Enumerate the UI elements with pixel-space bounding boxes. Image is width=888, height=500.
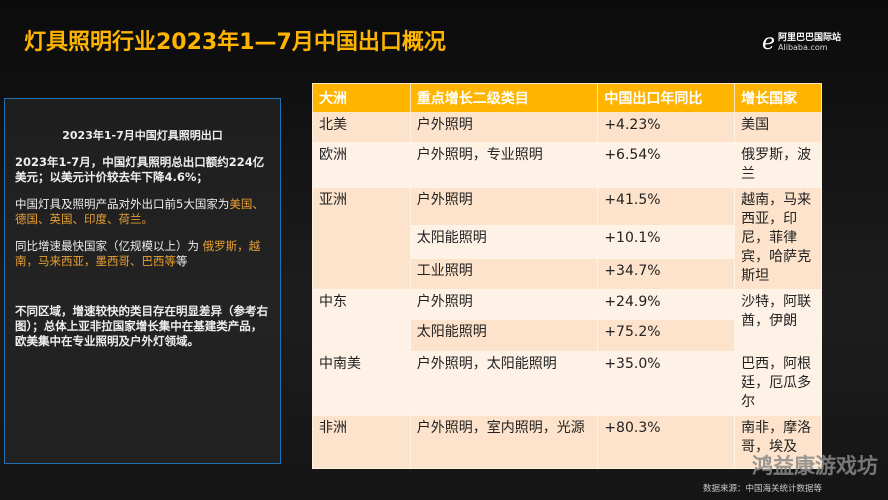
data-source: 数据来源：中国海关统计数据等 <box>703 484 823 494</box>
countries-cell: 沙特，阿联酋，伊朗 <box>734 289 822 352</box>
countries-cell: 巴西，阿根廷，厄瓜多尔 <box>734 351 822 416</box>
growth-cell: +41.5% <box>597 187 736 226</box>
region-cell: 北美 <box>312 112 411 143</box>
alibaba-logo: e 阿里巴巴国际站 Alibaba.com <box>762 32 841 54</box>
countries-cell: 越南，马来西亚，印尼，菲律宾，哈萨克斯坦 <box>734 187 822 290</box>
logo-en: Alibaba.com <box>778 43 828 52</box>
alibaba-e-icon: e <box>762 30 776 55</box>
growth-cell: +24.9% <box>597 289 736 320</box>
page-title: 灯具照明行业2023年1—7月中国出口概况 <box>24 30 446 55</box>
category-cell: 户外照明，专业照明 <box>409 142 599 188</box>
growth-cell: +10.1% <box>597 224 736 259</box>
table-row: 工业照明 +34.7% <box>313 257 822 291</box>
panel-p2: 中国灯具及照明产品对外出口前5大国家为美国、德国、英国、印度、荷兰。 <box>15 197 270 227</box>
growth-cell: +4.23% <box>597 112 736 143</box>
region-cell: 中南美 <box>312 351 411 416</box>
column-header: 增长国家 <box>734 83 822 113</box>
growth-cell: +6.54% <box>597 142 736 188</box>
p3-text: 同比增速最快国家（亿规模以上）为 <box>15 239 203 253</box>
growth-cell: +80.3% <box>597 415 736 469</box>
growth-cell: +75.2% <box>597 319 736 352</box>
category-cell: 工业照明 <box>409 257 599 291</box>
column-header: 重点增长二级类目 <box>409 83 599 113</box>
panel-p1: 2023年1-7月，中国灯具照明总出口额约224亿美元；以美元计价较去年下降4.… <box>15 155 265 184</box>
region-cell: 欧洲 <box>312 142 411 188</box>
table-row: 非洲 户外照明，室内照明，光源 +80.3% 南非，摩洛哥，埃及 <box>312 415 822 469</box>
column-header: 中国出口年同比 <box>597 83 736 113</box>
table-row: 太阳能照明 +10.1% <box>313 224 822 259</box>
table-row: 中东 户外照明 +24.9% 沙特，阿联酋，伊朗 <box>312 289 822 352</box>
category-cell: 太阳能照明 <box>409 224 599 259</box>
p2-highlight: 美国、德国、英国、印度、荷兰。 <box>15 197 264 226</box>
export-table: 大洲 重点增长二级类目 中国出口年同比 增长国家 北美 户外照明 +4.23% 美国 欧洲 户外… <box>312 83 822 469</box>
p3-highlight: 俄罗斯，越南，马来西亚，墨西哥、巴西等 <box>15 239 261 268</box>
growth-cell: +34.7% <box>597 257 736 291</box>
region-cell: 非洲 <box>312 415 411 469</box>
summary-panel: 2023年1-7月中国灯具照明出口 2023年1-7月，中国灯具照明总出口额约2… <box>4 98 281 464</box>
logo-cn: 阿里巴巴国际站 <box>778 33 842 43</box>
category-cell: 户外照明 <box>409 112 599 143</box>
p2-text: 中国灯具及照明产品对外出口前5大国家为 <box>15 197 230 211</box>
table-row: 欧洲 户外照明，专业照明 +6.54% 俄罗斯，波兰 <box>312 142 822 188</box>
column-header: 大洲 <box>312 83 411 113</box>
category-cell: 户外照明，室内照明，光源 <box>409 415 599 469</box>
region-cell: 中东 <box>312 289 411 352</box>
panel-p3: 同比增速最快国家（亿规模以上）为 俄罗斯，越南，马来西亚，墨西哥、巴西等等 <box>15 239 270 269</box>
category-cell: 户外照明 <box>409 187 599 226</box>
countries-cell: 俄罗斯，波兰 <box>734 142 822 188</box>
watermark: 鸿益康游戏坊 <box>752 454 878 478</box>
countries-cell: 美国 <box>734 112 822 143</box>
table-row: 北美 户外照明 +4.23% 美国 <box>312 112 822 143</box>
countries-cell: 南非，摩洛哥，埃及 <box>734 415 822 469</box>
region-cell: 亚洲 <box>312 187 411 290</box>
table-row: 亚洲 户外照明 +41.5% 越南，马来西亚，印尼，菲律宾，哈萨克斯坦 <box>312 187 822 290</box>
growth-cell: +35.0% <box>597 351 736 416</box>
category-cell: 户外照明 <box>409 289 599 320</box>
table-row: 太阳能照明 +75.2% <box>313 319 822 352</box>
category-cell: 户外照明，太阳能照明 <box>409 351 599 416</box>
category-cell: 太阳能照明 <box>409 319 599 352</box>
p3-tail: 等 <box>176 254 188 268</box>
table-row: 中南美 户外照明，太阳能照明 +35.0% 巴西，阿根廷，厄瓜多尔 <box>312 351 822 416</box>
panel-heading: 2023年1-7月中国灯具照明出口 <box>62 129 223 142</box>
panel-p4: 不同区域，增速较快的类目存在明显差异（参考右图）；总体上亚非拉国家增长集中在基建… <box>15 304 268 348</box>
